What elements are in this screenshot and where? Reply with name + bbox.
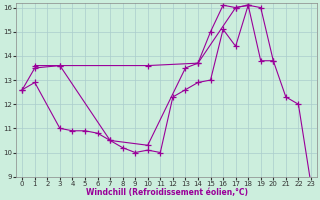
X-axis label: Windchill (Refroidissement éolien,°C): Windchill (Refroidissement éolien,°C) bbox=[85, 188, 248, 197]
